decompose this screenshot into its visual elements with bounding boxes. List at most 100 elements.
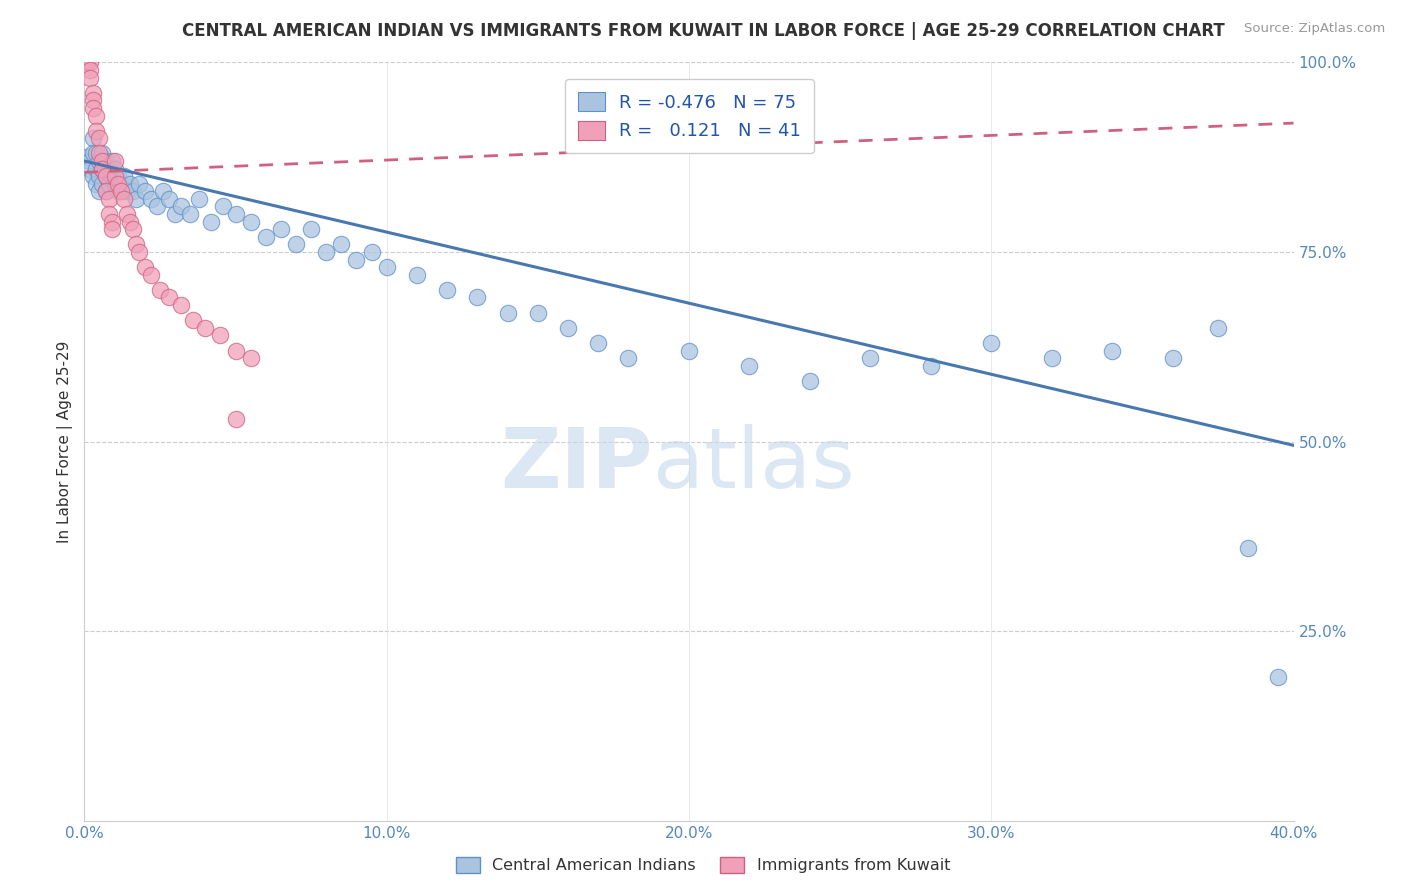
Point	[139, 192, 162, 206]
Point	[100, 169, 122, 184]
Point	[79, 70, 101, 85]
Point	[79, 161, 101, 176]
Point	[200, 214, 222, 228]
Point	[86, 161, 108, 176]
Point	[125, 237, 148, 252]
Point	[110, 177, 132, 191]
Text: ZIP: ZIP	[501, 424, 652, 505]
Y-axis label: In Labor Force | Age 25-29: In Labor Force | Age 25-29	[58, 341, 73, 542]
Point	[86, 123, 108, 137]
Point	[100, 222, 122, 236]
Point	[239, 351, 262, 366]
Point	[980, 335, 1002, 350]
Point	[406, 268, 429, 282]
Point	[107, 177, 129, 191]
Point	[179, 207, 201, 221]
Point	[82, 101, 104, 115]
Point	[76, 150, 98, 164]
Legend: Central American Indians, Immigrants from Kuwait: Central American Indians, Immigrants fro…	[450, 850, 956, 880]
Point	[94, 184, 117, 198]
Point	[76, 55, 98, 70]
Point	[107, 169, 129, 184]
Point	[121, 184, 143, 198]
Point	[128, 244, 150, 259]
Point	[121, 222, 143, 236]
Point	[1161, 351, 1184, 366]
Point	[89, 131, 111, 145]
Point	[1040, 351, 1063, 366]
Point	[467, 291, 489, 305]
Point	[94, 169, 117, 184]
Point	[496, 305, 519, 319]
Point	[225, 207, 247, 221]
Point	[299, 222, 322, 236]
Point	[86, 177, 108, 191]
Point	[89, 153, 111, 168]
Point	[97, 192, 120, 206]
Point	[82, 131, 104, 145]
Point	[330, 237, 353, 252]
Point	[91, 177, 114, 191]
Text: CENTRAL AMERICAN INDIAN VS IMMIGRANTS FROM KUWAIT IN LABOR FORCE | AGE 25-29 COR: CENTRAL AMERICAN INDIAN VS IMMIGRANTS FR…	[181, 22, 1225, 40]
Point	[97, 161, 120, 176]
Point	[79, 153, 101, 168]
Point	[254, 229, 277, 244]
Point	[76, 55, 98, 70]
Point	[115, 184, 138, 198]
Point	[115, 207, 138, 221]
Point	[194, 320, 217, 334]
Point	[94, 169, 117, 184]
Point	[1206, 320, 1229, 334]
Point	[79, 55, 101, 70]
Point	[86, 146, 108, 161]
Point	[859, 351, 882, 366]
Point	[91, 161, 114, 176]
Point	[112, 192, 135, 206]
Point	[285, 237, 308, 252]
Point	[118, 177, 141, 191]
Point	[100, 214, 122, 228]
Point	[436, 283, 458, 297]
Point	[588, 335, 610, 350]
Point	[1237, 541, 1260, 555]
Point	[104, 153, 127, 168]
Point	[738, 359, 761, 373]
Point	[100, 153, 122, 168]
Point	[118, 214, 141, 228]
Point	[225, 412, 247, 426]
Point	[79, 62, 101, 77]
Point	[91, 161, 114, 176]
Point	[212, 199, 235, 213]
Point	[149, 283, 172, 297]
Point	[134, 260, 156, 275]
Point	[152, 184, 174, 198]
Point	[97, 177, 120, 191]
Point	[188, 192, 211, 206]
Point	[125, 192, 148, 206]
Point	[527, 305, 550, 319]
Point	[128, 177, 150, 191]
Point	[89, 146, 111, 161]
Point	[82, 94, 104, 108]
Point	[181, 313, 204, 327]
Point	[1101, 343, 1123, 358]
Point	[82, 169, 104, 184]
Point	[157, 192, 180, 206]
Point	[239, 214, 262, 228]
Point	[360, 244, 382, 259]
Point	[157, 291, 180, 305]
Point	[375, 260, 398, 275]
Point	[104, 177, 127, 191]
Point	[315, 244, 337, 259]
Point	[146, 199, 169, 213]
Point	[1267, 669, 1289, 683]
Point	[110, 184, 132, 198]
Point	[94, 153, 117, 168]
Point	[170, 199, 193, 213]
Point	[134, 184, 156, 198]
Text: Source: ZipAtlas.com: Source: ZipAtlas.com	[1244, 22, 1385, 36]
Point	[209, 328, 232, 343]
Point	[104, 169, 127, 184]
Point	[82, 86, 104, 100]
Point	[112, 169, 135, 184]
